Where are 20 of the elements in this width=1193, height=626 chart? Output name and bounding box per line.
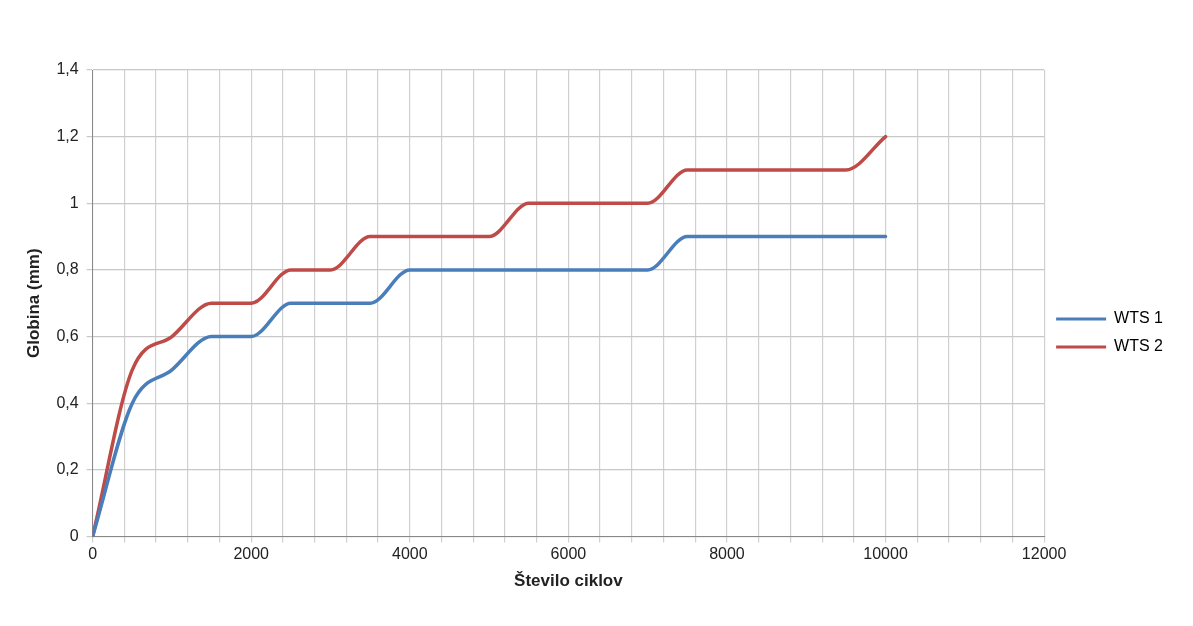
legend-label: WTS 2: [1114, 337, 1164, 355]
x-axis-title: Število ciklov: [514, 571, 624, 591]
x-tick-label: 2000: [233, 545, 270, 563]
x-tick-label: 6000: [550, 545, 587, 563]
legend-label: WTS 1: [1114, 309, 1164, 327]
y-tick-label: 0: [69, 526, 79, 544]
x-tick-label: 0: [88, 545, 98, 563]
y-tick-label: 1: [69, 193, 79, 211]
y-tick-label: 0,4: [56, 393, 79, 411]
y-tick-label: 0,6: [56, 326, 79, 344]
x-tick-label: 8000: [709, 545, 745, 563]
y-axis-title: Globina (mm): [23, 248, 43, 358]
y-tick-label: 0,8: [56, 260, 79, 278]
x-tick-label: 12000: [1021, 545, 1067, 563]
y-tick-label: 1,2: [56, 127, 79, 145]
y-tick-label: 0,2: [56, 460, 79, 478]
y-tick-label: 1,4: [56, 60, 79, 78]
x-tick-label: 4000: [392, 545, 428, 563]
line-series: [92, 234, 888, 537]
x-tick-label: 10000: [863, 545, 908, 563]
